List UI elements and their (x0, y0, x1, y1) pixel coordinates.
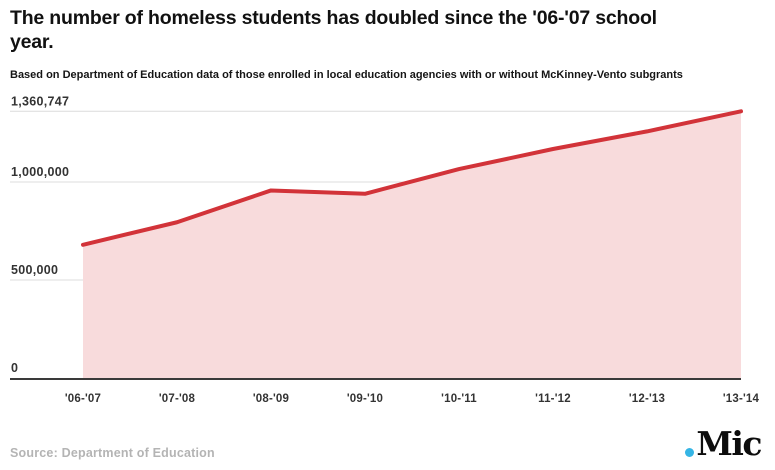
y-tick-label: 1,360,747 (11, 94, 69, 108)
page-title-line-1: The number of homeless students has doub… (10, 7, 657, 29)
x-tick-label: '08-'09 (253, 393, 289, 405)
x-tick-label: '13-'14 (723, 393, 760, 405)
x-tick-label: '07-'08 (159, 393, 196, 405)
mic-logo-text: Mic (696, 424, 762, 463)
mic-logo: Mic (685, 424, 762, 463)
source-note: Source: Department of Education (10, 446, 215, 460)
mic-logo-dot-icon (685, 448, 695, 457)
y-tick-label: 0 (11, 361, 18, 375)
area-fill (83, 111, 741, 379)
y-tick-label: 500,000 (11, 263, 58, 277)
chart-subtitle: Based on Department of Education data of… (10, 69, 683, 81)
x-tick-label: '09-'10 (347, 393, 383, 405)
x-tick-label: '06-'07 (65, 393, 101, 405)
trend-line (81, 109, 743, 247)
x-tick-label: '12-'13 (629, 393, 665, 405)
x-tick-label: '10-'11 (441, 393, 477, 405)
page-title: The number of homeless students has doub… (10, 6, 750, 54)
x-tick-label: '11-'12 (535, 393, 571, 405)
page-title-line-2: year. (10, 31, 54, 53)
y-tick-label: 1,000,000 (11, 165, 69, 179)
